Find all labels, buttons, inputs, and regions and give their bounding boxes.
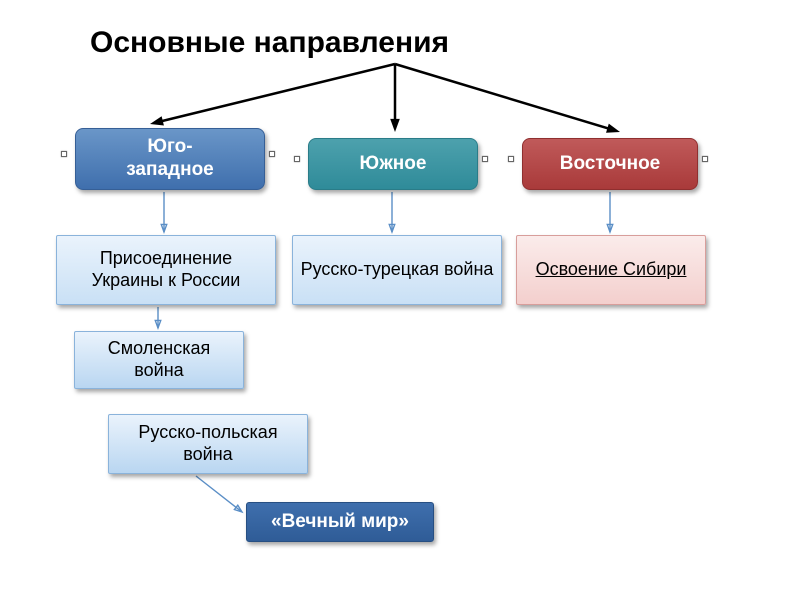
diagram-title-text: Основные направления <box>90 26 449 59</box>
box-east: Восточное <box>522 138 698 190</box>
box-smolensk: Смоленская война <box>74 331 244 389</box>
resize-handle <box>269 151 275 157</box>
box-south-label: Южное <box>354 149 433 180</box>
resize-handle <box>702 156 708 162</box>
box-southwest-label: Юго-западное <box>120 132 220 186</box>
resize-handle <box>482 156 488 162</box>
box-ukraine-label: Присоединение Украины к России <box>57 244 275 295</box>
diagram-title: Основные направления <box>90 26 449 60</box>
box-smolensk-label: Смоленская война <box>75 334 243 385</box>
resize-handle <box>294 156 300 162</box>
box-russo-polish: Русско-польская война <box>108 414 308 474</box>
box-russo-turkish: Русско-турецкая война <box>292 235 502 305</box>
box-russo-polish-label: Русско-польская война <box>109 418 307 469</box>
box-russo-turkish-label: Русско-турецкая война <box>295 255 500 285</box>
box-eternal-peace: «Вечный мир» <box>246 502 434 542</box>
box-ukraine: Присоединение Украины к России <box>56 235 276 305</box>
box-siberia: Освоение Сибири <box>516 235 706 305</box>
box-siberia-label: Освоение Сибири <box>530 255 693 285</box>
resize-handle <box>61 151 67 157</box>
resize-handle <box>508 156 514 162</box>
box-east-label: Восточное <box>554 149 667 180</box>
box-southwest: Юго-западное <box>75 128 265 190</box>
box-eternal-peace-label: «Вечный мир» <box>265 507 415 538</box>
box-south: Южное <box>308 138 478 190</box>
